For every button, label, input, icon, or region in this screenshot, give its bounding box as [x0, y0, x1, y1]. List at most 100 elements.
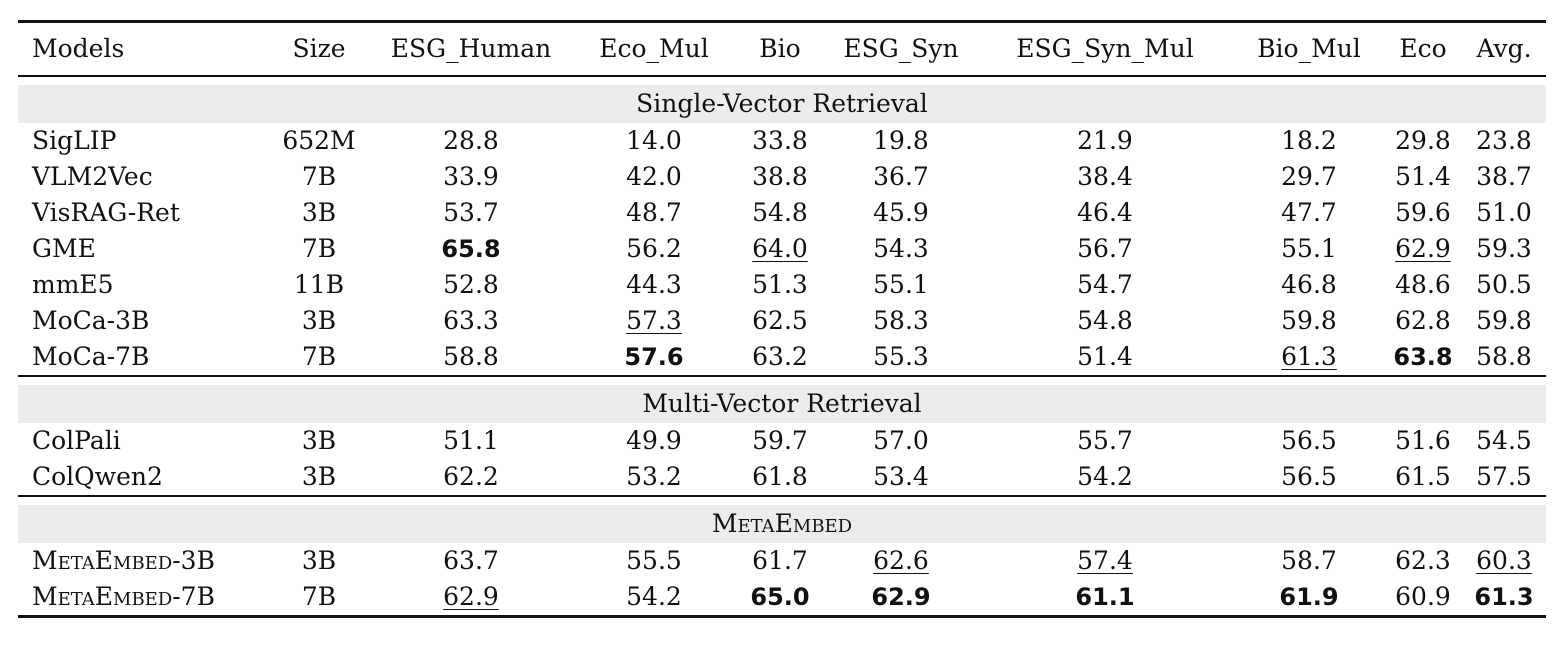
cell-value: 60.9	[1395, 582, 1451, 611]
cell-value: 61.1	[1075, 583, 1135, 611]
cell-value: 14.0	[626, 126, 682, 155]
cell-value: 59.6	[1395, 198, 1451, 227]
table-cell: 48.6	[1384, 267, 1462, 303]
section-spacer	[18, 76, 1546, 85]
table-cell: 33.9	[368, 159, 574, 195]
cell-value: 49.9	[626, 426, 682, 455]
table-cell: 44.3	[574, 267, 734, 303]
table-cell: 58.3	[826, 303, 976, 339]
table-cell: 62.9	[826, 579, 976, 617]
cell-value: 61.9	[1279, 583, 1339, 611]
column-header-eco-mul: Eco_Mul	[599, 34, 709, 63]
table-row: MetaEmbed-3B 3B 63.7 55.5 61.7 62.6 57.4 58.7 62…	[18, 543, 1546, 579]
cell-value: 11B	[293, 270, 345, 299]
table-cell: 59.7	[734, 423, 826, 459]
table-cell: 21.9	[976, 123, 1234, 159]
cell-value: 54.2	[1077, 462, 1133, 491]
table-cell: 46.8	[1234, 267, 1384, 303]
table-row: VisRAG-Ret 3B 53.7 48.7 54.8 45.9 46.4 47.7 59.6…	[18, 195, 1546, 231]
cell-value: 55.5	[626, 546, 682, 575]
table-cell: 7B	[270, 339, 368, 376]
cell-value: 57.4	[1077, 546, 1133, 575]
table-cell: 45.9	[826, 195, 976, 231]
cell-value: 51.1	[443, 426, 499, 455]
cell-value: 63.2	[752, 342, 808, 371]
table-cell: 51.1	[368, 423, 574, 459]
table-cell: 29.7	[1234, 159, 1384, 195]
table-cell: MetaEmbed-7B	[18, 579, 270, 617]
table-cell: SigLIP	[18, 123, 270, 159]
cell-value: 62.9	[871, 583, 931, 611]
table-cell: 62.9	[1384, 231, 1462, 267]
model-name: ColPali	[32, 426, 121, 455]
table-cell: 23.8	[1462, 123, 1546, 159]
cell-value: 65.0	[750, 583, 810, 611]
cell-value: 33.9	[443, 162, 499, 191]
table-cell: 58.7	[1234, 543, 1384, 579]
cell-value: 51.4	[1395, 162, 1451, 191]
table-cell: 54.2	[976, 459, 1234, 496]
cell-value: 3B	[301, 546, 337, 575]
column-header-avg: Avg.	[1476, 34, 1532, 63]
cell-value: 58.8	[1476, 342, 1532, 371]
cell-value: 3B	[301, 198, 337, 227]
cell-value: 59.8	[1281, 306, 1337, 335]
table-cell: 42.0	[574, 159, 734, 195]
table-cell: 59.6	[1384, 195, 1462, 231]
cell-value: 29.8	[1395, 126, 1451, 155]
model-name: MoCa-7B	[32, 342, 150, 371]
cell-value: 51.3	[752, 270, 808, 299]
table-cell: 61.5	[1384, 459, 1462, 496]
table-row: mmE5 11B 52.8 44.3 51.3 55.1 54.7 46.8 48.6 50.5	[18, 267, 1546, 303]
table-cell: 3B	[270, 195, 368, 231]
cell-value: 59.3	[1476, 234, 1532, 263]
table-cell: 56.7	[976, 231, 1234, 267]
table-cell: 55.5	[574, 543, 734, 579]
table-cell: 63.3	[368, 303, 574, 339]
table-row: SigLIP 652M 28.8 14.0 33.8 19.8 21.9 18.2 29.8 23…	[18, 123, 1546, 159]
cell-value: 54.3	[873, 234, 929, 263]
table-cell: 51.4	[1384, 159, 1462, 195]
results-table: Models Size ESG_Human Eco_Mul Bio ESG_Syn ESG_…	[18, 20, 1546, 618]
cell-value: 44.3	[626, 270, 682, 299]
table-row: MetaEmbed-7B 7B 62.9 54.2 65.0 62.9 61.1 61.9 60…	[18, 579, 1546, 617]
table-cell: 61.7	[734, 543, 826, 579]
cell-value: 62.9	[1395, 234, 1451, 263]
table-cell: 59.8	[1462, 303, 1546, 339]
table-cell: 33.8	[734, 123, 826, 159]
column-header-models: Models	[32, 34, 125, 63]
table-row: VLM2Vec 7B 33.9 42.0 38.8 36.7 38.4 29.7 51.4 38.…	[18, 159, 1546, 195]
table-cell: MoCa-7B	[18, 339, 270, 376]
cell-value: 61.8	[752, 462, 808, 491]
table-cell: 60.3	[1462, 543, 1546, 579]
table-cell: 51.4	[976, 339, 1234, 376]
cell-value: 36.7	[873, 162, 929, 191]
cell-value: 59.7	[752, 426, 808, 455]
table-cell: 46.4	[976, 195, 1234, 231]
cell-value: 3B	[301, 306, 337, 335]
section-header-row: MetaEmbed	[18, 505, 1546, 543]
table-row: MoCa-7B 7B 58.8 57.6 63.2 55.3 51.4 61.3 63.8 58.…	[18, 339, 1546, 376]
table-cell: 65.8	[368, 231, 574, 267]
table-cell: 7B	[270, 231, 368, 267]
table-cell: GME	[18, 231, 270, 267]
model-name: ColQwen2	[32, 462, 163, 491]
header-row: Models Size ESG_Human Eco_Mul Bio ESG_Syn ESG_…	[18, 21, 1546, 76]
column-header-bio-mul: Bio_Mul	[1257, 34, 1361, 63]
model-name: VisRAG-Ret	[32, 198, 180, 227]
column-header-esg-syn: ESG_Syn	[843, 34, 959, 63]
cell-value: 58.8	[443, 342, 499, 371]
cell-value: 50.5	[1476, 270, 1532, 299]
cell-value: 56.5	[1281, 462, 1337, 491]
table-row: MoCa-3B 3B 63.3 57.3 62.5 58.3 54.8 59.8 62.8 59.…	[18, 303, 1546, 339]
table-cell: 28.8	[368, 123, 574, 159]
cell-value: 61.7	[752, 546, 808, 575]
table-row: ColPali 3B 51.1 49.9 59.7 57.0 55.7 56.5 51.6 54.…	[18, 423, 1546, 459]
section-title: MetaEmbed	[18, 505, 1546, 543]
table-cell: 61.3	[1234, 339, 1384, 376]
section-title: Single-Vector Retrieval	[18, 85, 1546, 123]
cell-value: 63.8	[1393, 343, 1453, 371]
table-cell: 49.9	[574, 423, 734, 459]
table-cell: 56.2	[574, 231, 734, 267]
cell-value: 51.4	[1077, 342, 1133, 371]
